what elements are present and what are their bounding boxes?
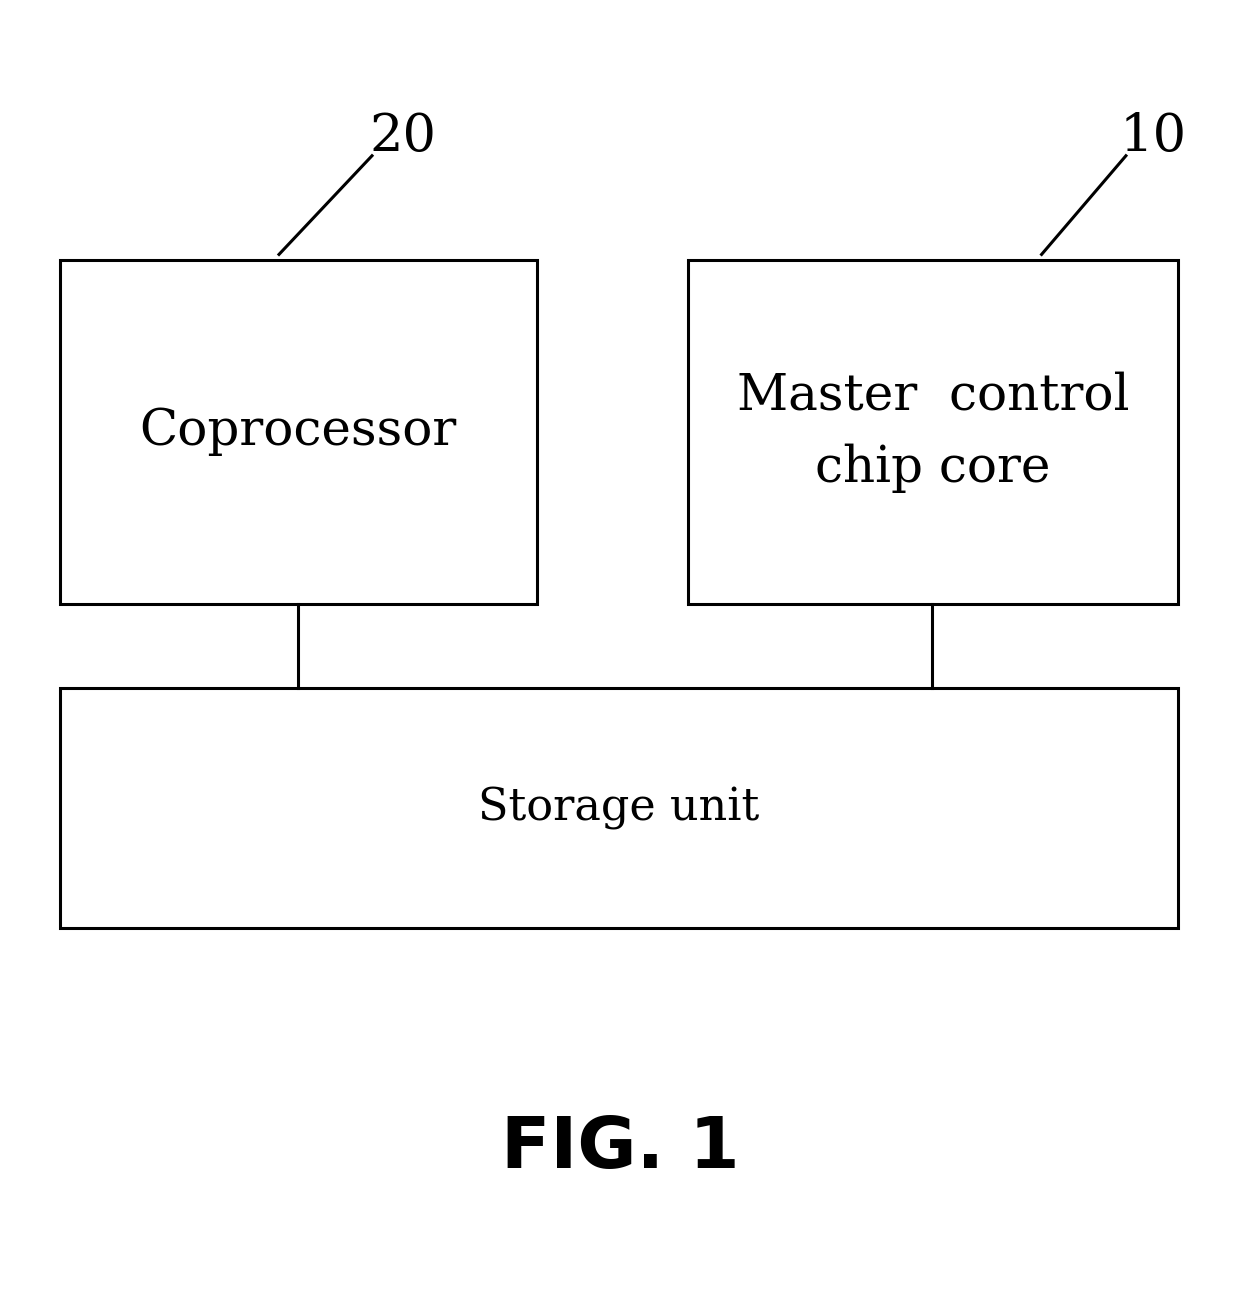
Bar	[60, 260, 537, 604]
Bar	[60, 688, 1178, 928]
Text: Storage unit: Storage unit	[479, 787, 759, 829]
Text: FIG. 1: FIG. 1	[501, 1114, 739, 1184]
Text: 10: 10	[1120, 110, 1187, 162]
Text: Master  control
chip core: Master control chip core	[737, 371, 1130, 492]
Text: 20: 20	[370, 110, 436, 162]
Bar	[688, 260, 1178, 604]
Text: Coprocessor: Coprocessor	[140, 406, 456, 457]
